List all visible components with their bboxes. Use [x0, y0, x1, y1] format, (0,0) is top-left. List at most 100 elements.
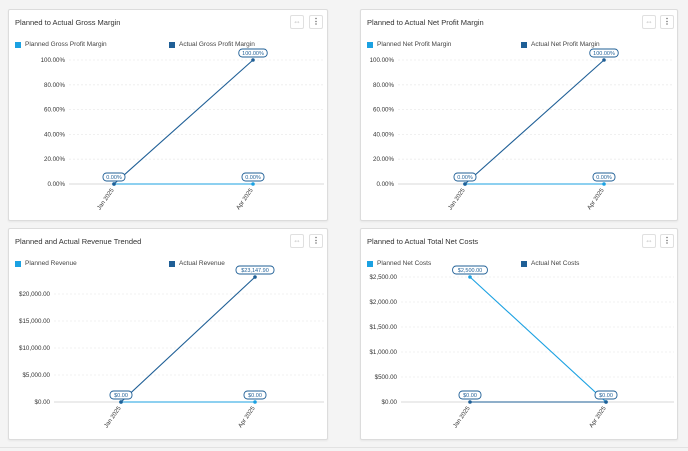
- expand-icon[interactable]: ⇔: [642, 15, 656, 29]
- svg-text:100.00%: 100.00%: [593, 51, 615, 57]
- legend-swatch-planned: [15, 41, 21, 48]
- kebab-menu-icon[interactable]: ⋮: [660, 234, 674, 248]
- legend-label: Planned Revenue: [25, 260, 77, 267]
- y-tick-label: 20.00%: [44, 156, 65, 163]
- y-tick-label: $2,500.00: [369, 274, 397, 281]
- planned-point[interactable]: [253, 400, 257, 404]
- y-tick-label: 100.00%: [370, 57, 395, 64]
- chart-title: Planned to Actual Total Net Costs: [367, 237, 479, 246]
- legend-label: Actual Revenue: [179, 260, 225, 267]
- expand-icon[interactable]: ⇔: [290, 234, 304, 248]
- legend-label: Actual Net Profit Margin: [531, 41, 600, 48]
- svg-text:$0.00: $0.00: [599, 393, 613, 399]
- legend-label: Planned Gross Profit Margin: [25, 41, 107, 48]
- kebab-menu-icon[interactable]: ⋮: [309, 234, 323, 248]
- svg-text:$0.00: $0.00: [248, 393, 262, 399]
- legend-label: Actual Net Costs: [531, 260, 580, 267]
- planned-series-line: [469, 276, 607, 403]
- expand-icon[interactable]: ⇔: [642, 234, 656, 248]
- kebab-menu-icon[interactable]: ⋮: [309, 15, 323, 29]
- legend-label: Planned Net Costs: [377, 260, 432, 267]
- legend-planned[interactable]: Planned Net Profit Margin: [367, 41, 451, 48]
- planned-data-label: 0.00%: [453, 172, 477, 182]
- legend-actual[interactable]: Actual Revenue: [169, 260, 225, 267]
- chart-title: Planned to Actual Gross Margin: [15, 18, 121, 27]
- x-tick-label: Apr 2025: [236, 187, 255, 211]
- actual-series-line: [113, 59, 254, 185]
- y-tick-label: $15,000.00: [19, 318, 51, 325]
- actual-point[interactable]: [251, 58, 255, 62]
- actual-point[interactable]: [112, 182, 116, 186]
- y-tick-label: 100.00%: [41, 57, 66, 64]
- legend-planned[interactable]: Planned Revenue: [15, 260, 77, 267]
- chart-plot: 0.00% 20.00% 40.00% 60.00% 80.00% 100.00% Jan …: [41, 48, 324, 211]
- planned-point[interactable]: [468, 275, 472, 279]
- legend-swatch-planned: [15, 260, 21, 267]
- y-tick-label: 80.00%: [44, 82, 65, 89]
- svg-text:0.00%: 0.00%: [106, 175, 122, 181]
- actual-series-line: [120, 276, 256, 403]
- expand-icon[interactable]: ⇔: [290, 15, 304, 29]
- planned-data-label: 0.00%: [592, 172, 616, 182]
- x-tick-label: Jan 2025: [453, 405, 472, 429]
- x-tick-label: Apr 2025: [589, 405, 608, 429]
- actual-point[interactable]: [604, 400, 608, 404]
- legend-swatch-planned: [367, 41, 373, 48]
- y-tick-label: $1,000.00: [369, 349, 397, 356]
- svg-text:$0.00: $0.00: [114, 393, 128, 399]
- svg-text:0.00%: 0.00%: [245, 175, 261, 181]
- svg-text:$2,500.00: $2,500.00: [458, 268, 482, 274]
- legend-actual[interactable]: Actual Gross Profit Margin: [169, 41, 255, 48]
- svg-text:100.00%: 100.00%: [242, 51, 264, 57]
- actual-point[interactable]: [253, 275, 257, 279]
- y-tick-label: $10,000.00: [19, 345, 51, 352]
- legend-planned[interactable]: Planned Net Costs: [367, 260, 431, 267]
- svg-text:$0.00: $0.00: [463, 393, 477, 399]
- net-profit-margin-card: Planned to Actual Net Profit Margin ⇔ ⋮ …: [360, 9, 678, 221]
- y-tick-label: 20.00%: [373, 156, 394, 163]
- bottom-divider: [0, 447, 688, 448]
- actual-point[interactable]: [468, 400, 472, 404]
- x-tick-label: Jan 2025: [448, 187, 467, 211]
- gross-margin-card: Planned to Actual Gross Margin ⇔ ⋮ Plann…: [8, 9, 328, 221]
- actual-point[interactable]: [602, 58, 606, 62]
- planned-data-label: $2,500.00: [452, 265, 488, 275]
- legend-label: Actual Gross Profit Margin: [179, 41, 255, 48]
- actual-point[interactable]: [119, 400, 123, 404]
- y-tick-label: $500.00: [375, 374, 398, 381]
- planned-point[interactable]: [251, 182, 255, 186]
- legend-actual[interactable]: Actual Net Costs: [521, 260, 579, 267]
- actual-data-label: $0.00: [458, 390, 482, 400]
- y-tick-label: 60.00%: [44, 107, 65, 114]
- y-tick-label: $2,000.00: [369, 299, 397, 306]
- actual-series-line: [464, 59, 605, 185]
- planned-data-label: $0.00: [243, 390, 267, 400]
- legend-swatch-planned: [367, 260, 373, 267]
- legend-planned[interactable]: Planned Gross Profit Margin: [15, 41, 107, 48]
- legend-swatch-actual: [169, 41, 175, 48]
- revenue-trended-card: Planned and Actual Revenue Trended ⇔ ⋮ P…: [8, 228, 328, 440]
- planned-point[interactable]: [602, 182, 606, 186]
- x-tick-label: Apr 2025: [587, 187, 606, 211]
- actual-data-label: $23,147.90: [235, 265, 275, 275]
- y-tick-label: 80.00%: [373, 82, 394, 89]
- actual-point[interactable]: [463, 182, 467, 186]
- legend-swatch-actual: [521, 41, 527, 48]
- y-tick-label: $0.00: [35, 399, 51, 406]
- planned-data-label: $0.00: [594, 390, 618, 400]
- legend-label: Planned Net Profit Margin: [377, 41, 452, 48]
- y-tick-label: 0.00%: [47, 181, 65, 188]
- x-tick-label: Jan 2025: [97, 187, 116, 211]
- x-tick-label: Jan 2025: [104, 405, 123, 429]
- actual-data-label: 100.00%: [589, 48, 619, 58]
- x-tick-label: Apr 2025: [238, 405, 257, 429]
- planned-data-label: 0.00%: [102, 172, 126, 182]
- legend-actual[interactable]: Actual Net Profit Margin: [521, 41, 600, 48]
- y-tick-label: $1,500.00: [369, 324, 397, 331]
- svg-text:0.00%: 0.00%: [457, 175, 473, 181]
- chart-plot: 0.00% 20.00% 40.00% 60.00% 80.00% 100.00% Jan …: [370, 48, 674, 211]
- kebab-menu-icon[interactable]: ⋮: [660, 15, 674, 29]
- chart-title: Planned and Actual Revenue Trended: [15, 237, 142, 246]
- svg-text:0.00%: 0.00%: [596, 175, 612, 181]
- y-tick-label: $5,000.00: [22, 372, 50, 379]
